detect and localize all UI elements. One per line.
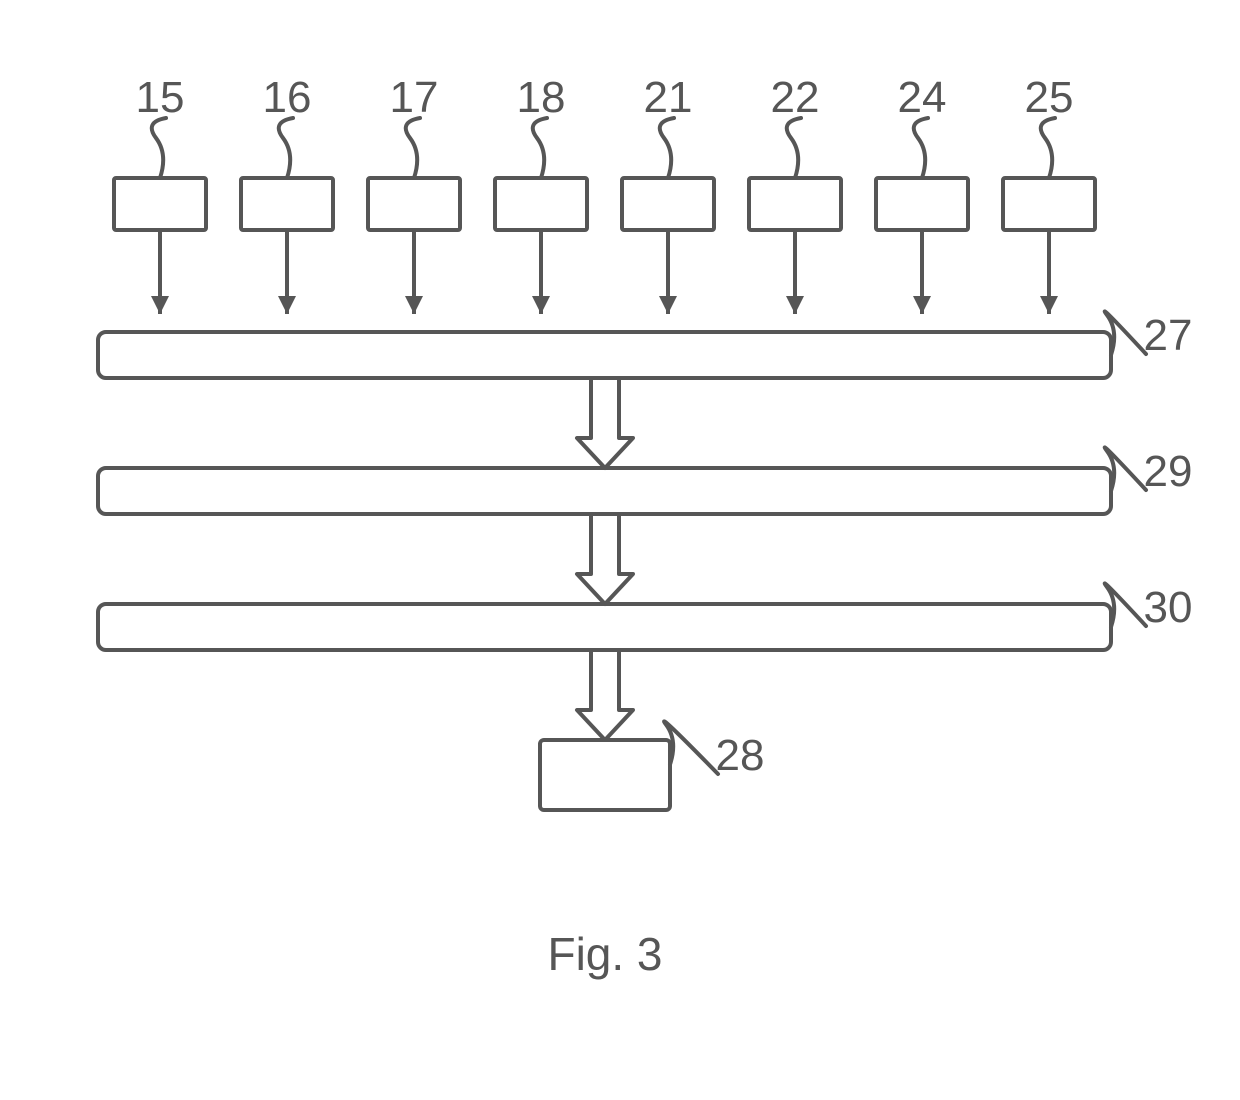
lead-line bbox=[1105, 583, 1146, 627]
top-label: 17 bbox=[390, 73, 439, 122]
arrow-head bbox=[786, 296, 804, 314]
arrow-head bbox=[659, 296, 677, 314]
lead-line bbox=[406, 118, 420, 178]
block-arrow bbox=[577, 514, 633, 604]
arrow-head bbox=[1040, 296, 1058, 314]
arrow-head bbox=[278, 296, 296, 314]
figure-caption: Fig. 3 bbox=[547, 928, 662, 980]
lead-line bbox=[1105, 447, 1146, 491]
lead-line bbox=[533, 118, 547, 178]
bar-27 bbox=[98, 332, 1111, 378]
side-label: 28 bbox=[716, 731, 765, 780]
lead-line bbox=[787, 118, 801, 178]
input-box bbox=[1003, 178, 1095, 230]
input-box bbox=[495, 178, 587, 230]
top-label: 16 bbox=[263, 73, 312, 122]
side-label: 30 bbox=[1144, 583, 1193, 632]
lead-line bbox=[279, 118, 293, 178]
top-label: 15 bbox=[136, 73, 185, 122]
arrow-head bbox=[913, 296, 931, 314]
input-box bbox=[114, 178, 206, 230]
lead-line bbox=[914, 118, 928, 178]
side-label: 27 bbox=[1144, 311, 1193, 360]
input-box bbox=[622, 178, 714, 230]
top-label: 24 bbox=[898, 73, 947, 122]
side-label: 29 bbox=[1144, 447, 1193, 496]
arrow-head bbox=[405, 296, 423, 314]
lead-line bbox=[660, 118, 674, 178]
top-label: 25 bbox=[1025, 73, 1074, 122]
input-box bbox=[876, 178, 968, 230]
output-box bbox=[540, 740, 670, 810]
lead-line bbox=[664, 721, 718, 774]
lead-line bbox=[152, 118, 166, 178]
input-box bbox=[749, 178, 841, 230]
arrow-head bbox=[532, 296, 550, 314]
top-label: 21 bbox=[644, 73, 693, 122]
input-box bbox=[368, 178, 460, 230]
bar-29 bbox=[98, 468, 1111, 514]
top-label: 18 bbox=[517, 73, 566, 122]
lead-line bbox=[1105, 311, 1146, 355]
input-box bbox=[241, 178, 333, 230]
block-arrow bbox=[577, 650, 633, 740]
bar-30 bbox=[98, 604, 1111, 650]
lead-line bbox=[1041, 118, 1055, 178]
top-label: 22 bbox=[771, 73, 820, 122]
block-arrow bbox=[577, 378, 633, 468]
arrow-head bbox=[151, 296, 169, 314]
